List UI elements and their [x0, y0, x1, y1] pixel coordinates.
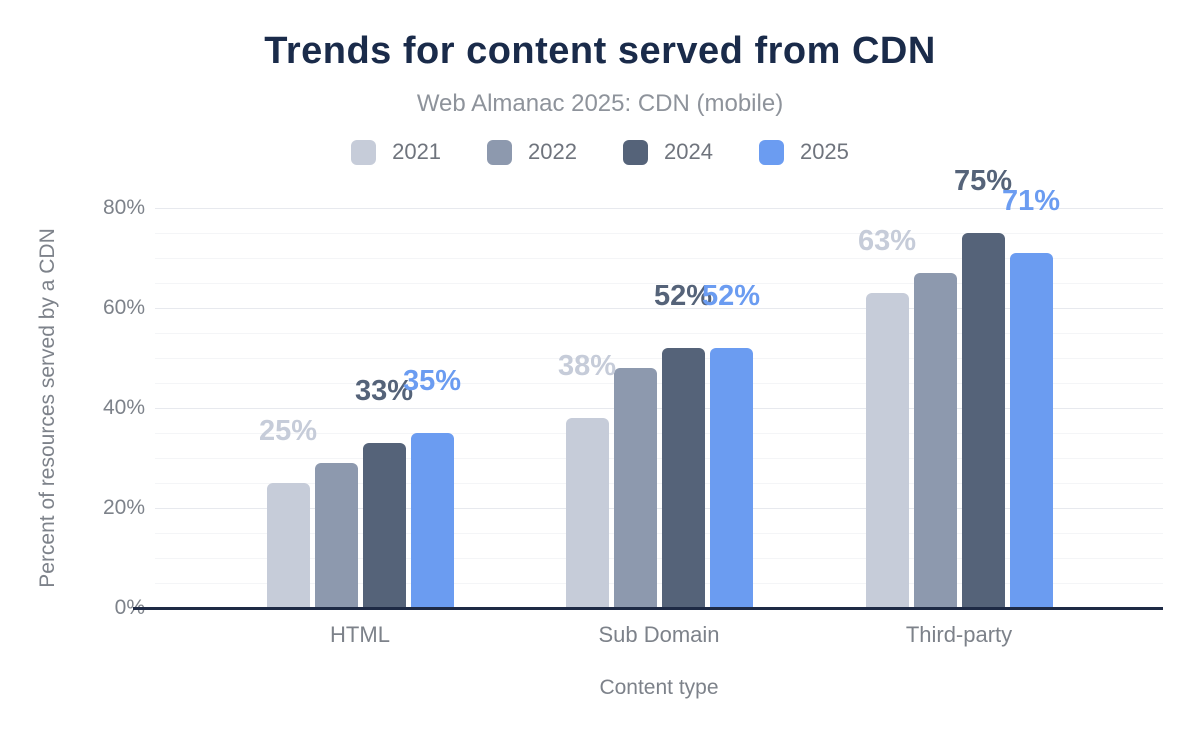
legend-swatch-icon — [623, 139, 648, 165]
minor-gridline — [155, 258, 1163, 259]
y-tick-label: 20% — [102, 496, 145, 519]
x-category-label-sub-domain: Sub Domain — [598, 622, 720, 647]
data-label-2024-third-party: 75% — [953, 165, 1013, 197]
bar-2021-third-party[interactable] — [865, 293, 909, 608]
y-tick-label: 0% — [114, 596, 145, 619]
data-label-2024-html: 33% — [354, 375, 414, 407]
major-gridline — [155, 408, 1163, 409]
chart-subtitle: Web Almanac 2025: CDN (mobile) — [416, 90, 784, 117]
minor-gridline — [155, 558, 1163, 559]
legend: 2021 2022 2024 2025 — [0, 137, 1200, 167]
bar-2025-third-party[interactable] — [1009, 253, 1053, 608]
legend-item-label: 2025 — [799, 139, 849, 164]
chart-title: Trends for content served from CDN — [264, 30, 936, 72]
minor-gridline — [155, 583, 1163, 584]
legend-swatch-icon — [487, 139, 513, 165]
legend-swatch-icon — [758, 139, 784, 165]
legend-item-2024[interactable]: 2024 — [623, 139, 713, 165]
minor-gridline — [155, 358, 1163, 359]
data-label-2025-html: 35% — [402, 365, 462, 397]
data-label-2021-sub-domain: 38% — [557, 350, 617, 382]
x-axis-title: Content type — [599, 676, 719, 699]
legend-item-label: 2022 — [528, 139, 577, 164]
data-label-2021-third-party: 63% — [857, 225, 917, 257]
data-label-2025-third-party: 71% — [1001, 185, 1061, 217]
minor-gridline — [155, 533, 1163, 534]
legend-swatch-icon — [351, 139, 377, 165]
bar-2022-html[interactable] — [314, 463, 358, 608]
legend-item-2022[interactable]: 2022 — [487, 139, 577, 165]
data-label-2021-html: 25% — [258, 415, 318, 447]
minor-gridline — [155, 383, 1163, 384]
bar-2021-html[interactable] — [266, 483, 310, 608]
legend-item-label: 2024 — [664, 139, 713, 164]
data-label-2024-sub-domain: 52% — [653, 280, 713, 312]
x-category-label-html: HTML — [330, 622, 390, 647]
major-gridline — [155, 308, 1163, 309]
major-gridline — [155, 508, 1163, 509]
minor-gridline — [155, 233, 1163, 234]
bar-2024-sub-domain[interactable] — [661, 348, 705, 608]
bar-2022-sub-domain[interactable] — [613, 368, 657, 608]
minor-gridline — [155, 433, 1163, 434]
minor-gridline — [155, 458, 1163, 459]
major-gridline — [155, 208, 1163, 209]
y-tick-label: 40% — [102, 396, 145, 419]
legend-item-2021[interactable]: 2021 — [351, 139, 441, 165]
minor-gridline — [155, 283, 1163, 284]
bar-2024-third-party[interactable] — [961, 233, 1005, 608]
x-category-label-third-party: Third-party — [905, 622, 1013, 647]
legend-item-2025[interactable]: 2025 — [758, 139, 849, 165]
bar-2025-sub-domain[interactable] — [709, 348, 753, 608]
bar-2021-sub-domain[interactable] — [565, 418, 609, 608]
minor-gridline — [155, 483, 1163, 484]
data-label-2025-sub-domain: 52% — [701, 280, 761, 312]
y-tick-label: 80% — [102, 196, 145, 219]
bar-2024-html[interactable] — [362, 443, 406, 608]
legend-item-label: 2021 — [392, 139, 442, 164]
x-axis-line — [133, 607, 1163, 610]
bar-2025-html[interactable] — [410, 433, 454, 608]
minor-gridline — [155, 333, 1163, 334]
y-tick-label: 60% — [102, 296, 145, 319]
bar-2022-third-party[interactable] — [913, 273, 957, 608]
